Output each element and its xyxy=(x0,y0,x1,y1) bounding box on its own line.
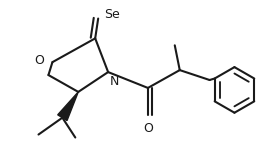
Polygon shape xyxy=(58,92,78,121)
Text: O: O xyxy=(143,122,153,135)
Text: N: N xyxy=(110,75,119,88)
Text: O: O xyxy=(35,54,44,67)
Text: Se: Se xyxy=(104,8,120,21)
